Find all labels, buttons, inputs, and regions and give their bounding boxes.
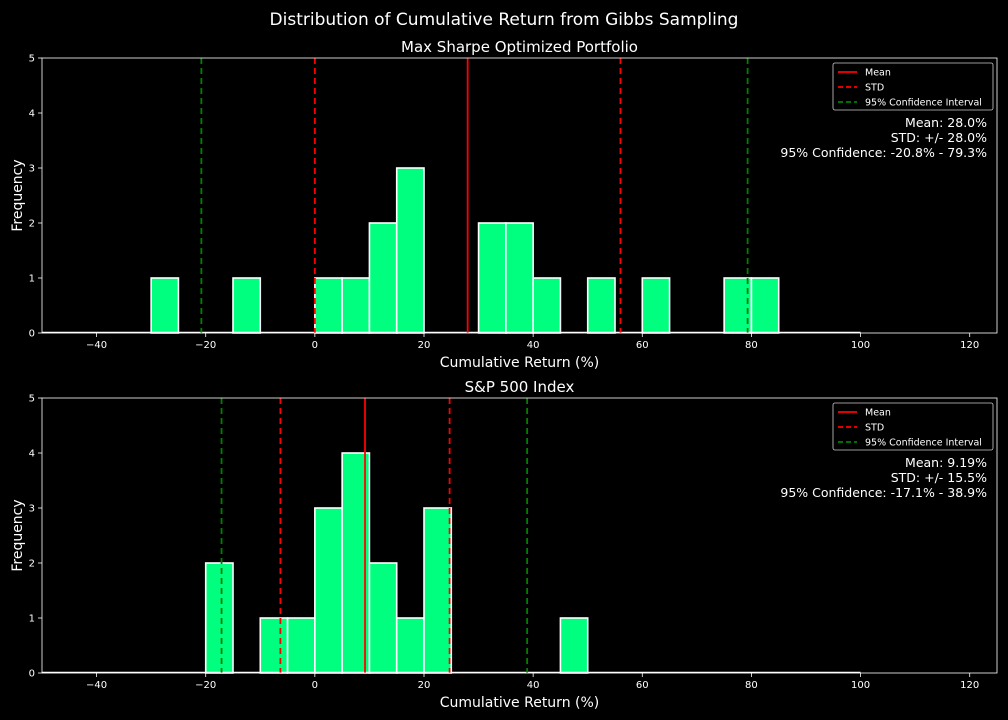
panel-1-y-tick-label: 4: [29, 109, 35, 120]
panel-1-y-tick-label: 1: [29, 274, 35, 285]
panel-1-histogram-bar: [395, 167, 425, 334]
panel-2-stats-annotation: STD: +/- 15.5%: [891, 470, 987, 485]
panel-1-stats-annotation: STD: +/- 28.0%: [891, 130, 987, 145]
panel-2-y-tick-label: 5: [29, 394, 35, 405]
panel-2-x-tick-label: 0: [312, 680, 318, 691]
panel-2-x-axis-label: Cumulative Return (%): [440, 695, 600, 711]
panel-1-x-tick-label: 120: [960, 340, 979, 351]
panel-1-x-tick-label: −20: [195, 340, 216, 351]
panel-1-histogram-bar: [750, 277, 780, 334]
panel-1-y-tick-label: 2: [29, 219, 35, 230]
panel-1-x-tick-label: 20: [418, 340, 431, 351]
panel-2-x-tick-label: −40: [86, 680, 107, 691]
panel-1-legend-label: Mean: [865, 68, 891, 79]
panel-2-legend-label: Mean: [865, 408, 891, 419]
panel-1-y-tick-label: 3: [29, 164, 35, 175]
panel-1-histogram-bar: [477, 222, 507, 334]
panel-2-axes-frame: [41, 397, 998, 674]
panel-1-y-axis-label: Frequency: [10, 159, 26, 231]
panel-1-histogram-bar: [341, 277, 371, 334]
panel-2-x-tick-label: 40: [527, 680, 540, 691]
panel-2-x-tick-label: 80: [745, 680, 758, 691]
panel-1-stats-annotation: Mean: 28.0%: [905, 115, 987, 130]
panel-2-histogram-bar: [204, 562, 234, 674]
panel-1-x-tick-label: 100: [851, 340, 870, 351]
panel-1-legend-label: STD: [865, 83, 884, 94]
panel-1-histogram-bar: [314, 277, 343, 334]
panel-1-y-tick-label: 5: [29, 54, 35, 65]
panel-1-x-axis-label: Cumulative Return (%): [440, 355, 600, 371]
panel-1-histogram-bar: [723, 277, 753, 334]
panel-1-x-tick-label: 60: [636, 340, 649, 351]
panel-2-y-tick-label: 4: [29, 449, 35, 460]
panel-1-legend-box: [832, 62, 994, 111]
panel-1-x-tick-label: 40: [527, 340, 540, 351]
panel-2-x-tick-label: 20: [418, 680, 431, 691]
panel-2-title: S&P 500 Index: [465, 378, 575, 396]
panel-1-histogram-bar: [232, 277, 262, 334]
panel-2-stats-annotation: 95% Confidence: -17.1% - 38.9%: [780, 485, 987, 500]
panel-1-histogram-bar: [641, 277, 671, 334]
panel-2-y-tick-label: 1: [29, 614, 35, 625]
panel-2-stats-annotation: Mean: 9.19%: [905, 455, 987, 470]
panel-1-y-tick-label: 0: [29, 329, 35, 340]
panel-2-histogram-bar: [423, 507, 453, 674]
panel-1-title: Max Sharpe Optimized Portfolio: [401, 38, 638, 56]
panel-2-y-tick-label: 0: [29, 669, 35, 680]
panel-2-histogram-bar: [395, 617, 425, 674]
panel-1-legend-label: 95% Confidence Interval: [865, 98, 982, 109]
panel-2-legend-label: STD: [865, 423, 884, 434]
figure-suptitle: Distribution of Cumulative Return from G…: [269, 10, 739, 30]
panel-2-histogram-bar: [286, 617, 316, 674]
panel-2-y-tick-label: 2: [29, 559, 35, 570]
panel-2-histogram-bar: [314, 507, 343, 674]
panel-2-histogram-bar: [559, 617, 589, 674]
panel-1-axes-frame: [41, 57, 998, 334]
panel-2-y-axis-label: Frequency: [10, 499, 26, 571]
panel-1-x-tick-label: −40: [86, 340, 107, 351]
panel-1-histogram-bar: [505, 222, 534, 334]
panel-2-histogram-bar: [368, 562, 398, 674]
panel-2-x-tick-label: 60: [636, 680, 649, 691]
panel-2-x-tick-label: 100: [851, 680, 870, 691]
panel-1-stats-annotation: 95% Confidence: -20.8% - 79.3%: [780, 145, 987, 160]
panel-2-y-tick-label: 3: [29, 504, 35, 515]
panel-1-x-tick-label: 0: [312, 340, 318, 351]
panel-1-histogram-bar: [150, 277, 180, 334]
panel-1-x-tick-label: 80: [745, 340, 758, 351]
panel-2-x-tick-label: −20: [195, 680, 216, 691]
panel-2-histogram-bar: [259, 617, 289, 674]
panel-2-legend-label: 95% Confidence Interval: [865, 438, 982, 449]
panel-1-histogram-bar: [586, 277, 616, 334]
panel-1-histogram-bar: [532, 277, 562, 334]
panel-2-x-tick-label: 120: [960, 680, 979, 691]
panel-2-legend-box: [832, 402, 994, 451]
panel-1-histogram-bar: [368, 222, 398, 334]
